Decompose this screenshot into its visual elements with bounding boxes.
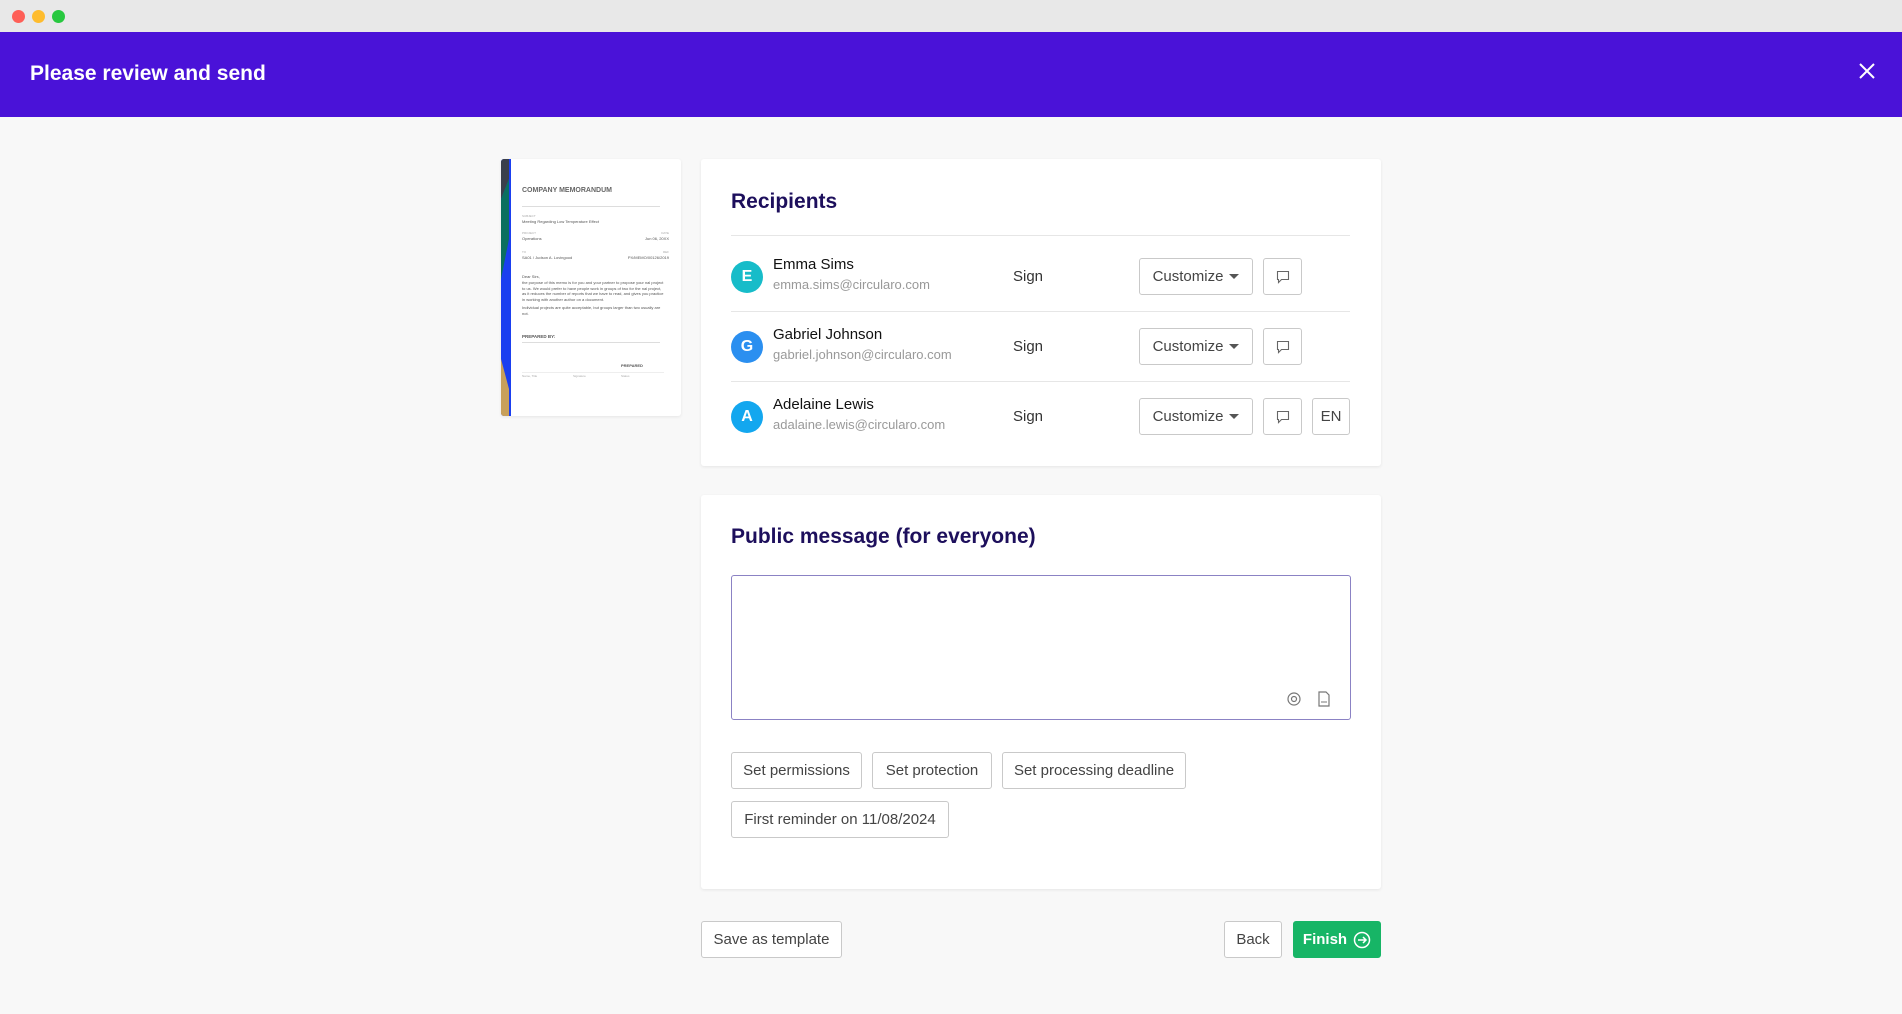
- avatar: G: [731, 331, 763, 363]
- maximize-window-button[interactable]: [52, 10, 65, 23]
- doc-prepared: PREPARED: [621, 363, 643, 368]
- doc-body: the purpose of this memo is for you and …: [522, 280, 664, 302]
- divider: [731, 311, 1350, 312]
- doc-prepared-by: PREPARED BY:: [522, 334, 556, 339]
- language-button[interactable]: EN: [1312, 398, 1350, 435]
- customize-dropdown[interactable]: Customize: [1139, 258, 1253, 295]
- recipient-email: emma.sims@circularo.com: [773, 277, 930, 292]
- doc-body-2: Individual projects are quite acceptable…: [522, 305, 661, 316]
- customize-dropdown[interactable]: Customize: [1139, 328, 1253, 365]
- private-message-button[interactable]: [1263, 398, 1302, 435]
- divider: [731, 235, 1350, 236]
- first-reminder-button[interactable]: First reminder on 11/08/2024: [731, 801, 949, 838]
- customize-label: Customize: [1152, 268, 1224, 285]
- header-bar: Please review and send: [0, 32, 1902, 117]
- doc-sig-label: Signature: [573, 374, 586, 378]
- doc-to-label: TO: [522, 250, 527, 254]
- recipients-card: Recipients E Emma Sims emma.sims@circula…: [701, 159, 1381, 466]
- recipient-name: Emma Sims: [773, 256, 854, 273]
- back-button[interactable]: Back: [1224, 921, 1282, 958]
- mention-icon[interactable]: [1286, 691, 1302, 707]
- private-message-button[interactable]: [1263, 328, 1302, 365]
- comment-icon: [1276, 410, 1289, 424]
- recipient-role: Sign: [1013, 338, 1044, 355]
- page-title: Please review and send: [30, 62, 266, 85]
- document-preview[interactable]: COMPANY MEMORANDUM SUBJECT Meeting Regar…: [501, 159, 681, 416]
- attach-document-icon[interactable]: [1317, 691, 1331, 707]
- document-color-stripe: [501, 159, 511, 416]
- recipient-name: Adelaine Lewis: [773, 396, 874, 413]
- set-permissions-button[interactable]: Set permissions: [731, 752, 862, 789]
- chevron-down-icon: [1229, 344, 1240, 349]
- chevron-down-icon: [1229, 274, 1240, 279]
- doc-date: Jun 06, 20XX: [644, 236, 669, 241]
- customize-label: Customize: [1152, 338, 1224, 355]
- chevron-down-icon: [1229, 414, 1240, 419]
- doc-to: SA01 / Judson A. Lovingood: [522, 255, 573, 260]
- doc-sig-label: Name, Title: [522, 374, 538, 378]
- arrow-right-circle-icon: [1353, 931, 1371, 948]
- save-as-template-button[interactable]: Save as template: [701, 921, 842, 958]
- avatar: E: [731, 261, 763, 293]
- close-icon[interactable]: [1856, 60, 1878, 82]
- doc-sig-label: Status: [621, 374, 630, 378]
- customize-label: Customize: [1152, 408, 1224, 425]
- divider: [731, 381, 1350, 382]
- doc-subject: Meeting Regarding Low Temperature Effect: [522, 219, 600, 224]
- public-message-card: Public message (for everyone) Set permis…: [701, 495, 1381, 889]
- recipient-name: Gabriel Johnson: [773, 326, 883, 343]
- recipients-title: Recipients: [731, 190, 838, 213]
- set-processing-deadline-button[interactable]: Set processing deadline: [1002, 752, 1186, 789]
- recipient-email: gabriel.johnson@circularo.com: [773, 347, 952, 362]
- recipient-role: Sign: [1013, 408, 1044, 425]
- recipient-role: Sign: [1013, 268, 1044, 285]
- comment-icon: [1276, 270, 1289, 284]
- doc-ref-label: REF: [663, 250, 669, 254]
- recipient-row: E Emma Sims emma.sims@circularo.com Sign…: [731, 242, 1350, 312]
- recipient-row: A Adelaine Lewis adalaine.lewis@circular…: [731, 382, 1350, 452]
- doc-greeting: Dear Sirs,: [522, 274, 540, 279]
- comment-icon: [1276, 340, 1289, 354]
- public-message-title: Public message (for everyone): [731, 525, 1036, 548]
- set-protection-button[interactable]: Set protection: [872, 752, 992, 789]
- doc-project: Operations: [522, 236, 542, 241]
- private-message-button[interactable]: [1263, 258, 1302, 295]
- doc-ref: PX/MEMO/00126/2019: [627, 255, 669, 260]
- recipient-row: G Gabriel Johnson gabriel.johnson@circul…: [731, 312, 1350, 382]
- doc-project-label: PROJECT: [522, 231, 537, 235]
- finish-button[interactable]: Finish: [1293, 921, 1381, 958]
- recipient-email: adalaine.lewis@circularo.com: [773, 417, 946, 432]
- close-window-button[interactable]: [12, 10, 25, 23]
- finish-label: Finish: [1302, 931, 1348, 948]
- doc-subject-label: SUBJECT: [522, 214, 536, 218]
- doc-title: COMPANY MEMORANDUM: [522, 187, 612, 194]
- doc-date-label: DATE: [661, 231, 669, 235]
- window-titlebar: [0, 0, 1902, 32]
- customize-dropdown[interactable]: Customize: [1139, 398, 1253, 435]
- minimize-window-button[interactable]: [32, 10, 45, 23]
- avatar: A: [731, 401, 763, 433]
- public-message-input[interactable]: [731, 575, 1351, 720]
